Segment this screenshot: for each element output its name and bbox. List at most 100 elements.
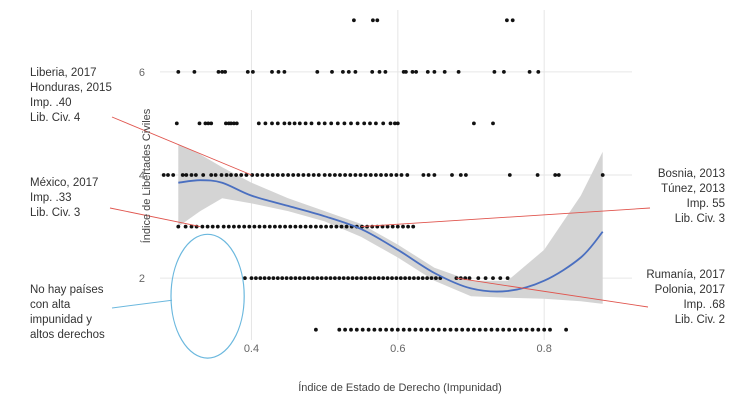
data-point [530,327,535,332]
data-point [275,276,280,280]
data-point [324,276,328,280]
data-point [270,173,275,177]
data-point [518,327,523,332]
data-point [403,276,407,280]
data-point [374,173,378,177]
data-point [429,276,434,280]
data-point [342,121,347,126]
data-point [384,327,388,332]
data-point [260,173,265,177]
data-point [407,327,412,332]
data-point [219,173,224,177]
data-point [244,173,249,177]
data-point [442,70,447,74]
data-point [176,70,181,74]
data-point [229,173,233,177]
data-point [346,276,350,280]
data-point [329,121,334,126]
annotation-line: Imp. .40 [30,97,72,109]
data-point [200,224,205,229]
data-point [472,121,476,126]
data-point [442,327,447,332]
data-point [379,173,383,177]
data-point [524,327,529,332]
data-point [505,276,510,280]
data-point [256,121,261,126]
data-point [314,224,318,229]
data-point [267,276,271,280]
data-point [273,224,277,229]
data-point [221,224,226,229]
data-point [458,173,463,177]
annotation-line: Lib. Civ. 3 [675,213,725,225]
data-point [232,121,236,126]
data-point [390,327,394,332]
data-point [335,121,340,126]
data-point [460,327,465,332]
annotation-line: Lib. Civ. 2 [675,314,725,326]
data-point [375,18,380,23]
data-point [454,327,459,332]
data-point [513,327,517,332]
data-point [303,224,308,229]
data-point [209,121,214,126]
data-point [180,173,185,177]
annotation-connector [456,277,649,308]
data-point [288,224,293,229]
data-point [333,276,337,280]
annotation-liberia-honduras: Liberia, 2017 Honduras, 2015 Imp. .40 Lib. … [30,67,112,124]
data-point [329,224,334,229]
data-point [166,173,170,177]
annotations: Liberia, 2017 Honduras, 2015 Imp. .40 Lib. … [30,67,725,359]
data-point [271,276,276,280]
data-point [372,276,377,280]
data-point [263,121,268,126]
annotation-line: Lib. Civ. 3 [30,207,80,219]
data-point [306,173,311,177]
data-point [384,173,388,177]
data-point [346,70,351,74]
data-point [328,276,333,280]
y-tick-label: 6 [139,67,145,79]
data-point [350,276,355,280]
data-point [311,276,315,280]
data-point [245,70,250,74]
data-point [242,224,247,229]
data-point [183,224,188,229]
data-point [171,173,176,177]
data-point [229,121,233,126]
data-point [467,276,472,280]
data-point [542,327,547,332]
data-point [502,70,506,74]
data-point [371,18,375,23]
data-point [334,224,339,229]
data-point [224,173,229,177]
data-point [176,224,181,229]
data-point [564,327,568,332]
data-point [319,276,324,280]
annotation-line: altos derechos [30,329,105,341]
data-point [425,70,430,74]
y-axis-title: Índice de Libertades Civiles [140,108,153,243]
data-point [353,173,358,177]
data-point [376,276,381,280]
data-point [220,70,225,74]
confidence-band [178,144,603,304]
data-point [399,173,404,177]
data-point [368,276,372,280]
data-point [360,327,365,332]
annotation-connector [111,116,252,176]
data-point [388,121,393,126]
data-point [278,224,282,229]
data-point [280,276,285,280]
data-point [472,327,476,332]
annotation-line: Liberia, 2017 [30,67,97,79]
data-point [343,173,347,177]
data-point [250,173,255,177]
data-point [407,276,412,280]
annotation-line: Polonia, 2017 [655,284,725,296]
data-point [275,173,280,177]
data-point [355,121,360,126]
data-point [366,327,371,332]
data-point [262,276,267,280]
